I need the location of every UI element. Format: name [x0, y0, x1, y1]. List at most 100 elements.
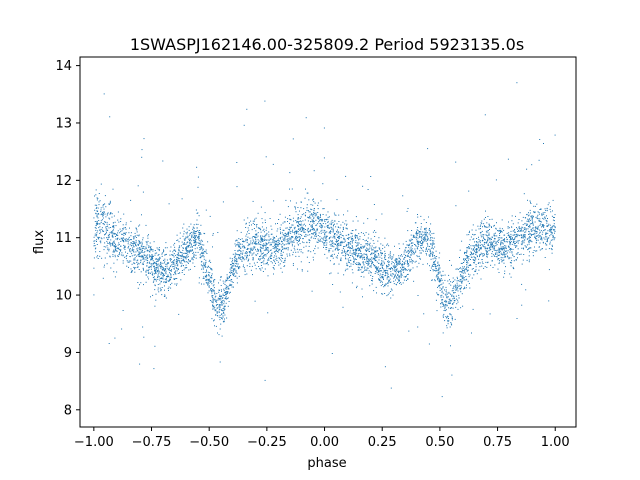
data-point: [368, 260, 370, 262]
data-point: [276, 260, 278, 261]
data-point: [358, 263, 360, 265]
data-point: [547, 239, 548, 241]
data-point: [371, 262, 373, 264]
data-point: [396, 262, 398, 264]
data-point: [183, 238, 185, 240]
data-point: [475, 269, 477, 271]
data-point: [358, 264, 360, 266]
data-point: [297, 207, 299, 208]
data-point: [354, 235, 356, 236]
data-point: [478, 236, 479, 238]
data-point: [469, 247, 471, 249]
data-point: [508, 237, 510, 238]
data-point: [310, 204, 312, 206]
data-point: [356, 248, 358, 250]
data-point: [302, 238, 304, 240]
data-point: [155, 293, 157, 295]
data-point: [125, 238, 127, 240]
data-point: [498, 251, 500, 253]
data-point: [311, 214, 313, 215]
data-point: [227, 285, 229, 287]
data-point: [164, 281, 166, 283]
data-point: [189, 233, 191, 235]
data-point: [495, 252, 497, 254]
data-point: [292, 236, 294, 238]
data-point: [427, 239, 429, 241]
data-point: [357, 255, 358, 257]
data-point: [512, 234, 514, 236]
data-point: [162, 273, 164, 275]
data-point: [321, 226, 323, 228]
data-point: [262, 271, 264, 272]
data-point: [232, 253, 234, 255]
data-point: [354, 241, 356, 243]
data-point: [368, 259, 370, 261]
data-point: [347, 244, 349, 246]
data-point: [223, 303, 225, 305]
data-point: [374, 259, 376, 261]
data-point: [220, 309, 222, 311]
data-point: [361, 254, 363, 256]
data-point: [359, 264, 361, 266]
data-point: [110, 245, 112, 247]
data-point: [528, 212, 529, 214]
data-point: [254, 218, 256, 220]
data-point: [554, 231, 556, 232]
data-point: [193, 257, 195, 258]
data-point: [242, 257, 244, 259]
data-point: [283, 234, 285, 236]
data-point: [417, 240, 419, 242]
data-point: [132, 242, 134, 244]
data-point: [518, 226, 520, 228]
data-point: [170, 276, 172, 278]
data-point: [222, 308, 224, 310]
data-point: [99, 223, 101, 225]
data-point: [387, 273, 389, 275]
data-point: [135, 244, 137, 246]
data-point: [103, 93, 105, 95]
data-point: [255, 230, 257, 232]
data-point: [514, 237, 516, 239]
data-point: [257, 239, 259, 241]
data-point: [203, 232, 205, 234]
data-point: [425, 253, 427, 254]
data-point: [319, 213, 321, 215]
data-point: [100, 214, 102, 216]
data-point: [399, 258, 401, 260]
data-point: [242, 250, 244, 252]
data-point: [454, 299, 456, 301]
data-point: [150, 258, 152, 260]
data-point: [470, 264, 472, 266]
data-point: [191, 249, 193, 251]
data-point: [377, 253, 379, 254]
data-point: [529, 218, 531, 220]
data-point: [239, 246, 240, 248]
data-point: [253, 236, 255, 237]
data-point: [491, 245, 492, 247]
data-point: [157, 248, 159, 250]
data-point: [309, 214, 311, 216]
data-point: [363, 246, 365, 248]
data-point: [298, 222, 300, 224]
data-point: [120, 218, 122, 220]
data-point: [298, 255, 300, 257]
data-point: [402, 243, 404, 245]
data-point: [169, 279, 171, 281]
data-point: [161, 267, 163, 269]
data-point: [431, 252, 433, 254]
data-point: [311, 209, 313, 211]
data-point: [468, 246, 470, 247]
data-point: [432, 254, 434, 256]
data-point: [312, 199, 314, 201]
data-point: [260, 229, 262, 231]
data-point: [375, 259, 377, 261]
data-point: [344, 270, 346, 272]
data-point: [434, 269, 436, 271]
data-point: [507, 158, 509, 160]
data-point: [110, 239, 112, 241]
data-point: [372, 280, 373, 282]
data-point: [245, 223, 247, 225]
data-point: [254, 247, 256, 249]
data-point: [404, 257, 405, 259]
data-point: [251, 237, 253, 239]
